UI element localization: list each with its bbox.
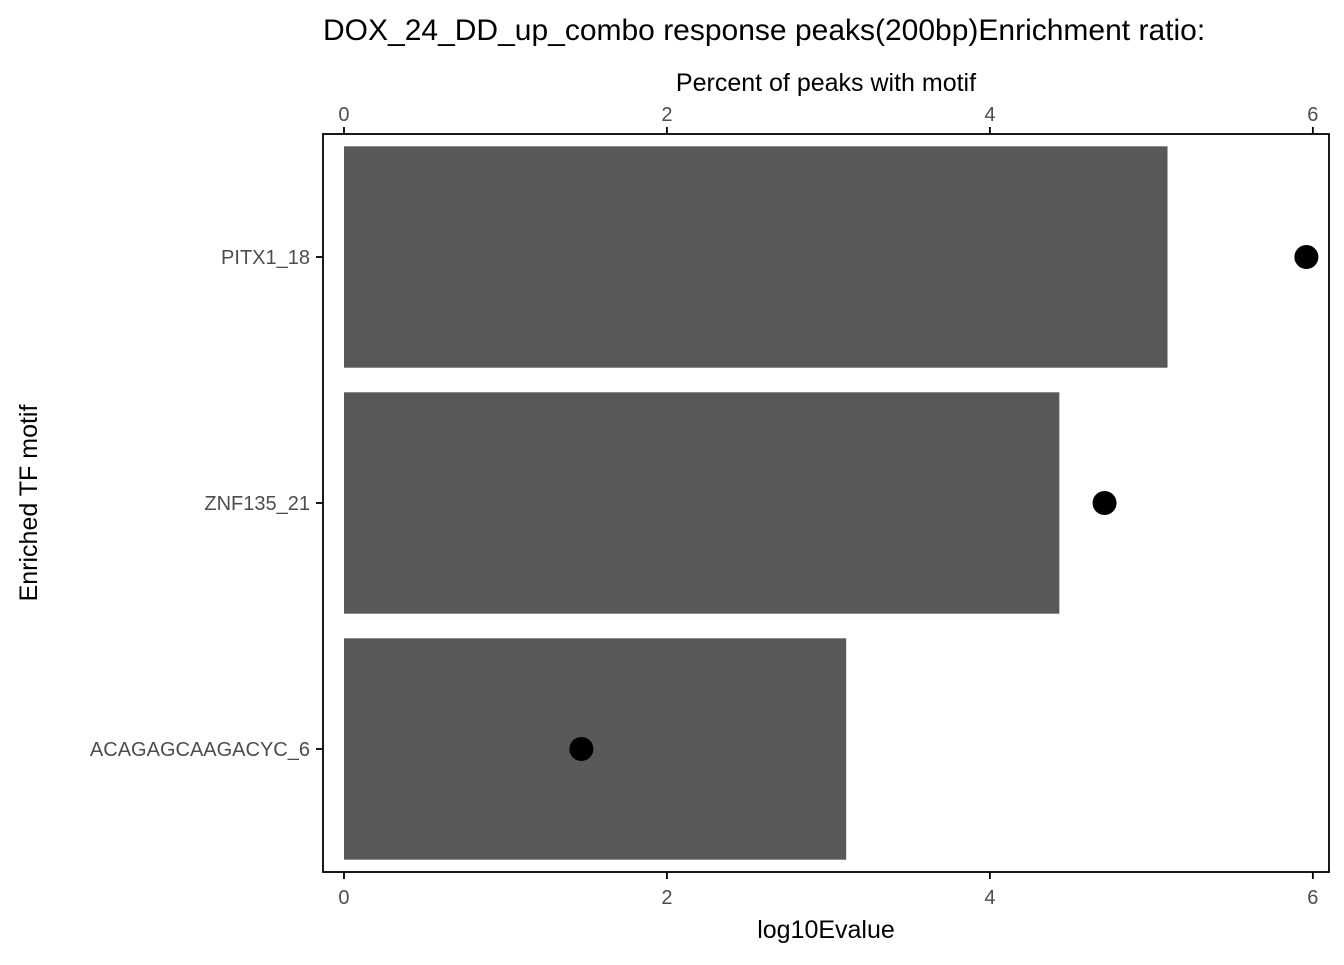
top-x-tick-label-2: 4 — [984, 104, 995, 126]
point-2 — [569, 737, 594, 761]
bottom-axis-title: log10Evalue — [757, 916, 895, 944]
bottom-x-tick-label-2: 4 — [984, 887, 995, 909]
bar-2 — [343, 638, 847, 860]
bottom-x-tick-label-1: 2 — [661, 887, 672, 909]
y-tick-label-2: ACAGAGCAAGACYC_6 — [90, 739, 310, 761]
bottom-x-tick-label-3: 6 — [1307, 887, 1318, 909]
point-0 — [1294, 245, 1319, 269]
top-axis-title: Percent of peaks with motif — [676, 69, 976, 97]
point-1 — [1092, 491, 1117, 515]
bars-layer — [343, 146, 1168, 860]
bar-0 — [343, 146, 1168, 368]
points-layer — [569, 245, 1319, 761]
top-x-tick-label-3: 6 — [1307, 104, 1318, 126]
y-tick-label-1: ZNF135_21 — [204, 493, 310, 515]
chart-title: DOX_24_DD_up_combo response peaks(200bp)… — [323, 14, 1205, 47]
y-tick-label-0: PITX1_18 — [221, 247, 310, 269]
bar-1 — [343, 392, 1060, 614]
bottom-x-tick-label-0: 0 — [338, 887, 349, 909]
top-x-tick-label-1: 2 — [661, 104, 672, 126]
top-x-tick-label-0: 0 — [338, 104, 349, 126]
axis-layer: PITX1_18 ZNF135_21 ACAGAGCAAGACYC_6 0 0 2 2 4 4 6… — [90, 104, 1318, 909]
y-axis-title: Enriched TF motif — [15, 405, 43, 602]
